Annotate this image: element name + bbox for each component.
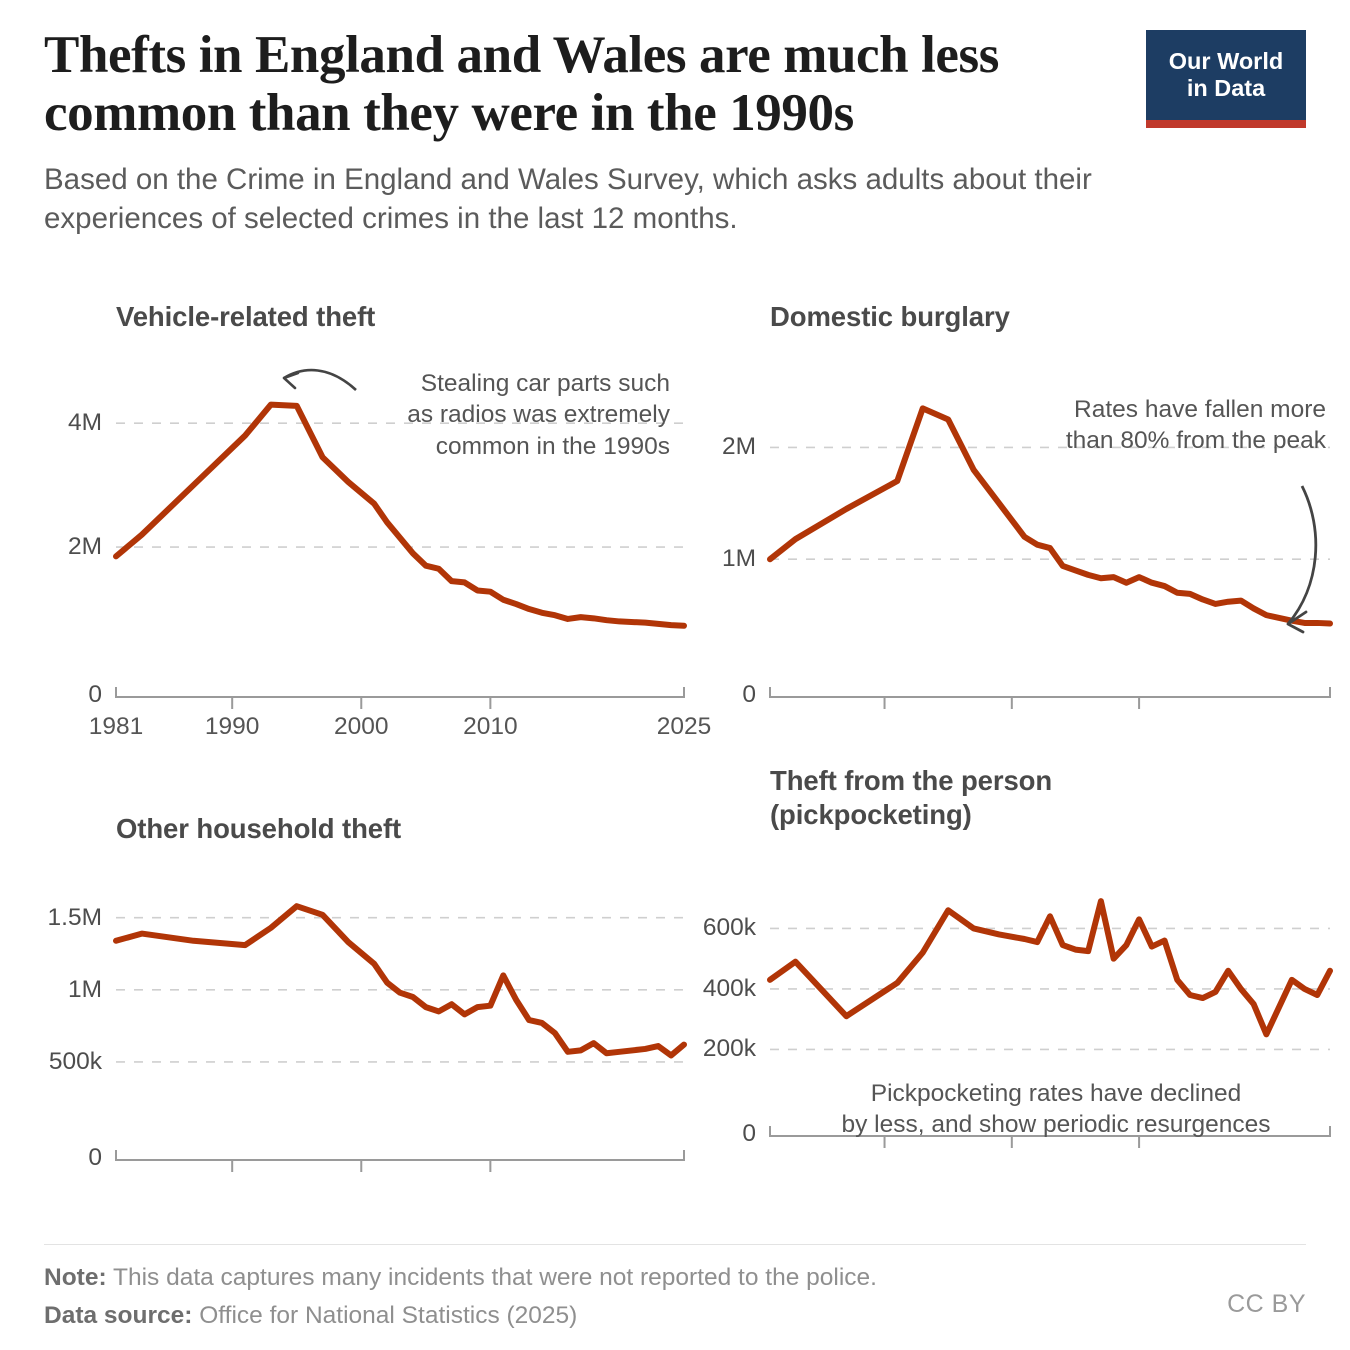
header: Thefts in England and Wales are much les… xyxy=(44,26,1306,238)
y-tick-label: 400k xyxy=(702,974,756,1002)
panel-vehicle-related-theft: Vehicle-related theft 0 2M 4M 1981 1990 2000 2… xyxy=(44,286,711,746)
annotation-arrow xyxy=(282,368,357,391)
owid-logo-line1: Our World xyxy=(1168,48,1284,75)
chart-svg-1 xyxy=(767,405,1333,709)
plot-area: 0 200k 400k 600k xyxy=(703,880,1333,1170)
y-tick-label: 1.5M xyxy=(47,903,102,931)
x-tick-label: 1990 xyxy=(204,713,260,740)
chart-svg-2 xyxy=(113,903,687,1172)
page-subtitle: Based on the Crime in England and Wales … xyxy=(44,162,1092,235)
footer-source: Data source: Office for National Statist… xyxy=(44,1297,1306,1335)
page-title: Thefts in England and Wales are much les… xyxy=(44,26,999,143)
y-tick-label: 1M xyxy=(67,975,102,1003)
x-tick-label: 2000 xyxy=(334,713,389,740)
x-tick-label: 2025 xyxy=(656,713,712,740)
footer-source-label: Data source: xyxy=(44,1301,193,1329)
panel-title: Vehicle-related theft xyxy=(116,301,376,332)
footer-note: Note: This data captures many incidents … xyxy=(44,1259,1306,1297)
owid-logo[interactable]: Our World in Data xyxy=(1146,30,1306,128)
y-tick-label: 200k xyxy=(702,1035,756,1063)
data-line xyxy=(113,903,687,1059)
footer-note-text: This data captures many incidents that w… xyxy=(106,1264,877,1291)
y-tick-label: 4M xyxy=(67,409,102,437)
y-tick-label: 0 xyxy=(742,1120,756,1147)
annotation-text: Pickpocketing rates have declined by les… xyxy=(841,1080,1271,1139)
plot-area: 0 1M 2M xyxy=(722,386,1333,731)
chart-panels: Vehicle-related theft 0 2M 4M 1981 1990 2000 2… xyxy=(0,286,1350,1226)
panel-theft-from-the-person: Theft from the person (pickpocketing) 0 2… xyxy=(690,750,1333,1220)
footer: Note: This data captures many incidents … xyxy=(44,1244,1306,1335)
y-tick-label: 1M xyxy=(721,545,756,573)
annotation-text: Rates have fallen more than 80% from the… xyxy=(1065,396,1326,455)
footer-note-label: Note: xyxy=(44,1264,107,1291)
y-tick-label: 0 xyxy=(88,681,102,708)
x-axis xyxy=(769,687,1331,709)
panel-title: Domestic burglary xyxy=(770,301,1010,332)
chart-svg-3 xyxy=(767,898,1333,1148)
annotation-text: Stealing car parts such as radios was ex… xyxy=(407,370,670,460)
plot-area: 0 2M 4M 1981 1990 2000 2010 2025 xyxy=(68,386,711,740)
annotation-arrow xyxy=(1286,485,1318,634)
panel-domestic-burglary: Domestic burglary 0 1M 2M Rates have falle… xyxy=(690,286,1333,746)
data-line xyxy=(767,898,1333,1038)
x-axis xyxy=(115,687,685,709)
panel-other-household-theft: Other household theft 0 500k 1M 1.5M xyxy=(44,798,687,1218)
data-line xyxy=(767,405,1333,627)
x-tick-label: 1981 xyxy=(88,713,144,740)
footer-divider xyxy=(44,1244,1306,1245)
license-label: CC BY xyxy=(1227,1290,1306,1318)
plot-area: 0 500k 1M 1.5M xyxy=(48,886,687,1194)
owid-logo-line2: in Data xyxy=(1186,75,1266,101)
x-tick-label: 2010 xyxy=(463,713,518,740)
x-axis xyxy=(769,1126,1331,1148)
y-tick-label: 600k xyxy=(702,914,756,942)
panel-title: Other household theft xyxy=(116,813,402,844)
footer-source-text: Office for National Statistics (2025) xyxy=(192,1301,578,1329)
y-tick-label: 500k xyxy=(48,1047,102,1075)
panel-title: Theft from the person (pickpocketing) xyxy=(770,765,1053,830)
y-tick-label: 2M xyxy=(721,433,756,461)
data-line xyxy=(113,401,687,629)
x-axis xyxy=(115,1150,685,1172)
y-tick-label: 0 xyxy=(88,1144,102,1171)
y-tick-label: 0 xyxy=(742,681,756,708)
y-tick-label: 2M xyxy=(67,533,102,561)
chart-svg-0 xyxy=(113,401,687,709)
